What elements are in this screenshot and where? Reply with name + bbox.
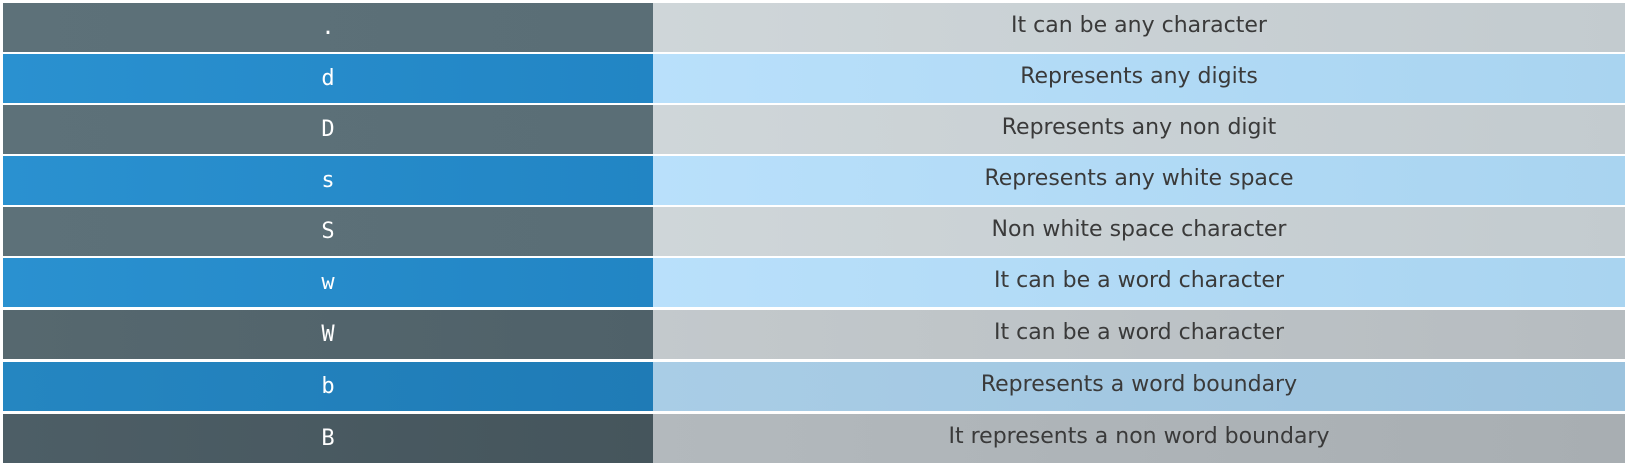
table-row: . It can be any character (3, 3, 1625, 52)
token-description: Represents any non digit (653, 105, 1625, 154)
regex-token: D (3, 105, 653, 154)
token-description: It can be any character (653, 3, 1625, 52)
token-description: It can be a word character (653, 258, 1625, 307)
table-row: w It can be a word character (3, 258, 1625, 307)
table-row: S Non white space character (3, 207, 1625, 256)
regex-token: . (3, 3, 653, 52)
table-row: b Represents a word boundary (3, 362, 1625, 411)
table-row: W It can be a word character (3, 310, 1625, 359)
token-description: Represents a word boundary (653, 362, 1625, 411)
token-description: It represents a non word boundary (653, 414, 1625, 463)
table-row: s Represents any white space (3, 156, 1625, 205)
table-row: d Represents any digits (3, 54, 1625, 103)
regex-token: w (3, 258, 653, 307)
regex-token: d (3, 54, 653, 103)
token-description: Represents any digits (653, 54, 1625, 103)
regex-token: b (3, 362, 653, 411)
regex-token: S (3, 207, 653, 256)
token-description: Represents any white space (653, 156, 1625, 205)
token-description: Non white space character (653, 207, 1625, 256)
table-row: D Represents any non digit (3, 105, 1625, 154)
regex-token: s (3, 156, 653, 205)
regex-token: W (3, 310, 653, 359)
token-description: It can be a word character (653, 310, 1625, 359)
table-row: B It represents a non word boundary (3, 414, 1625, 463)
regex-token: B (3, 414, 653, 463)
